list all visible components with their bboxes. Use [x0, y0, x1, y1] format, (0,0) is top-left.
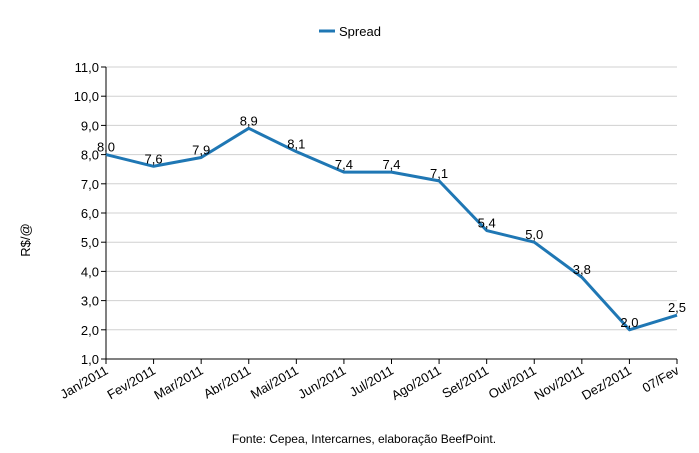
data-label: 8,0 — [97, 140, 115, 155]
y-tick-label: 3,0 — [81, 294, 99, 309]
x-tick-label: Jan/2011 — [58, 363, 111, 402]
y-tick-label: 8,0 — [81, 148, 99, 163]
source-note: Fonte: Cepea, Intercarnes, elaboração Be… — [232, 432, 496, 446]
data-label: 8,1 — [287, 137, 305, 152]
x-tick-label: Fev/2011 — [104, 363, 158, 403]
y-axis-ticks: 1,0 2,0 3,0 4,0 5,0 6,0 7,0 8,0 9,0 10,0 11,0 — [74, 60, 106, 367]
data-label: 2,5 — [668, 300, 686, 315]
data-label: 5,0 — [525, 227, 543, 242]
data-label: 7,6 — [145, 151, 163, 166]
x-axis-ticks: Jan/2011Fev/2011Mar/2011Abr/2011Mai/2011… — [58, 359, 682, 403]
legend-label-spread: Spread — [339, 24, 381, 39]
y-tick-label: 11,0 — [75, 60, 99, 75]
y-tick-label: 1,0 — [81, 352, 99, 367]
data-labels: 8,0 7,6 7,9 8,9 8,1 7,4 7,4 7,1 5,4 5,0 3,8 2,0 2,5 — [97, 113, 686, 329]
x-tick-label: Jun/2011 — [295, 363, 348, 402]
data-label: 5,4 — [478, 216, 496, 231]
y-tick-label: 7,0 — [81, 177, 99, 192]
data-label: 7,9 — [192, 143, 210, 158]
data-label: 7,4 — [335, 157, 353, 172]
x-tick-label: Jul/2011 — [347, 363, 396, 400]
data-label: 2,0 — [620, 315, 638, 330]
x-tick-label: 07/Fev — [640, 362, 682, 395]
data-label: 7,4 — [382, 157, 400, 172]
y-tick-label: 9,0 — [81, 118, 99, 133]
x-tick-label: Out/2011 — [486, 363, 539, 402]
x-tick-label: Nov/2011 — [531, 363, 586, 403]
x-tick-label: Set/2011 — [439, 363, 491, 402]
x-tick-label: Abr/2011 — [201, 363, 253, 402]
y-tick-label: 6,0 — [81, 206, 99, 221]
series-spread — [105, 126, 678, 332]
gridlines — [106, 66, 677, 360]
y-tick-label: 4,0 — [81, 264, 99, 279]
x-tick-label: Dez/2011 — [579, 363, 634, 403]
data-label: 7,1 — [430, 166, 448, 181]
x-tick-label: Mar/2011 — [151, 363, 205, 403]
y-tick-label: 2,0 — [81, 323, 99, 338]
y-tick-label: 10,0 — [74, 89, 99, 104]
data-label: 3,8 — [573, 262, 591, 277]
x-tick-label: Ago/2011 — [389, 363, 444, 403]
x-tick-label: Mai/2011 — [248, 363, 301, 402]
y-axis-label: R$/@ — [18, 223, 33, 256]
data-label: 8,9 — [240, 113, 258, 128]
legend: Spread — [319, 24, 381, 39]
series-line-spread — [105, 126, 678, 332]
y-tick-label: 5,0 — [81, 235, 99, 250]
